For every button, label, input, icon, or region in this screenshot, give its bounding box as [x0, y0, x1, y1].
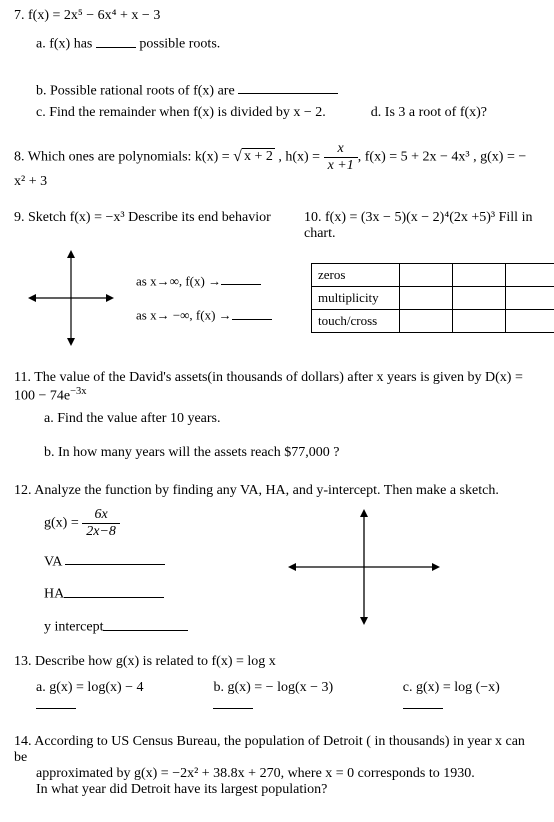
q11-b: b. In how many years will the assets rea…	[44, 445, 540, 461]
q7-stem: 7. f(x) = 2x⁵ − 6x⁴ + x − 3	[14, 8, 540, 24]
cell-label: zeros	[312, 264, 400, 287]
q14-line3: In what year did Detroit have its larges…	[36, 782, 540, 798]
question-7: 7. f(x) = 2x⁵ − 6x⁴ + x − 3 a. f(x) has …	[14, 8, 540, 121]
ha-label: HA	[44, 587, 64, 602]
q13-parts: a. g(x) = log(x) − 4 b. g(x) = − log(x −…	[36, 680, 540, 715]
q13-c-text: c. g(x) = log (−x)	[403, 680, 500, 695]
cell[interactable]	[453, 264, 506, 287]
question-11: 11. The value of the David's assets(in t…	[14, 370, 540, 461]
table-row: touch/cross	[312, 310, 554, 333]
q12-yi: y intercept	[44, 617, 264, 636]
q7-row-ab: a. f(x) has possible roots. b. Possible …	[36, 34, 540, 99]
q13-b-text: b. g(x) = − log(x − 3)	[213, 680, 333, 695]
as2-label: as x→ −∞, f(x) →	[136, 308, 232, 323]
q8-number: 8.	[14, 150, 25, 165]
cell[interactable]	[453, 310, 506, 333]
cell[interactable]	[400, 287, 453, 310]
q12-gx: g(x) = 6x2x−8	[44, 507, 264, 540]
cell-label: multiplicity	[312, 287, 400, 310]
q7-b-text: b. Possible rational roots of f(x) are	[36, 83, 238, 98]
axes-icon	[284, 507, 444, 627]
question-14: 14. According to US Census Bureau, the p…	[14, 734, 540, 798]
blank[interactable]	[232, 307, 272, 320]
cell[interactable]	[400, 264, 453, 287]
va-label: VA	[44, 554, 62, 569]
cell[interactable]	[506, 287, 554, 310]
denominator: x +1	[324, 158, 358, 174]
q7-row-cd: c. Find the remainder when f(x) is divid…	[36, 105, 540, 121]
blank[interactable]	[36, 696, 76, 710]
radicand: x + 2	[242, 148, 275, 165]
blank[interactable]	[221, 273, 261, 286]
q7-a: a. f(x) has possible roots.	[36, 34, 220, 53]
blank[interactable]	[213, 696, 253, 710]
cell[interactable]	[506, 310, 554, 333]
cell-label: touch/cross	[312, 310, 400, 333]
q7-a-pre: a. f(x) has	[36, 37, 96, 52]
fraction: 6x2x−8	[82, 507, 120, 540]
denominator: 2x−8	[82, 524, 120, 540]
question-8: 8. Which ones are polynomials: k(x) = √x…	[14, 141, 540, 190]
cell[interactable]	[506, 264, 554, 287]
q12-body: g(x) = 6x2x−8 VA HA y intercept	[14, 507, 540, 636]
blank[interactable]	[96, 34, 136, 48]
question-13: 13. Describe how g(x) is related to f(x)…	[14, 654, 540, 715]
axes-sketch	[26, 248, 116, 348]
q9-q10-body: as x→∞, f(x) → as x→ −∞, f(x) → zeros mu…	[14, 248, 540, 348]
q11-stem: 11. The value of the David's assets(in t…	[14, 370, 540, 405]
numerator: x	[324, 141, 358, 158]
blank[interactable]	[403, 696, 443, 710]
blank[interactable]	[65, 552, 165, 566]
q9-text: Sketch f(x) = −x³ Describe its end behav…	[25, 210, 271, 225]
q13-a: a. g(x) = log(x) − 4	[36, 680, 183, 715]
q14-line2: approximated by g(x) = −2x² + 38.8x + 27…	[36, 766, 540, 782]
as1-label: as x→∞, f(x) →	[136, 273, 221, 288]
q7-number: 7.	[14, 8, 25, 23]
q13-c: c. g(x) = log (−x)	[403, 680, 540, 715]
q9-end-behavior: as x→∞, f(x) → as x→ −∞, f(x) →	[136, 273, 291, 324]
blank[interactable]	[64, 584, 164, 598]
q9-as2: as x→ −∞, f(x) →	[136, 307, 291, 324]
blank[interactable]	[238, 81, 338, 95]
axes-sketch-large	[284, 507, 444, 627]
q11-text: 11. The value of the David's assets(in t…	[14, 370, 523, 404]
q12-left: g(x) = 6x2x−8 VA HA y intercept	[44, 507, 264, 636]
q7-d: d. Is 3 a root of f(x)?	[371, 105, 487, 121]
numerator: 6x	[82, 507, 120, 524]
q9-number: 9.	[14, 210, 25, 225]
axes-icon	[26, 248, 116, 348]
q13-a-text: a. g(x) = log(x) − 4	[36, 680, 144, 695]
zeros-table: zeros multiplicity touch/cross	[311, 263, 554, 333]
question-9: 9. Sketch f(x) = −x³ Describe its end be…	[14, 210, 284, 226]
table-row: zeros	[312, 264, 554, 287]
q8-t2: , h(x) =	[275, 150, 324, 165]
q10-text: 10. f(x) = (3x − 5)(x − 2)⁴(2x +5)³ Fill…	[304, 210, 540, 242]
question-10: 10. f(x) = (3x − 5)(x − 2)⁴(2x +5)³ Fill…	[304, 210, 540, 242]
q14-line1: 14. According to US Census Bureau, the p…	[14, 734, 540, 766]
cell[interactable]	[400, 310, 453, 333]
q7-c: c. Find the remainder when f(x) is divid…	[36, 105, 326, 121]
gx-label: g(x) =	[44, 516, 82, 531]
cell[interactable]	[453, 287, 506, 310]
yi-label: y intercept	[44, 620, 103, 635]
sqrt-icon: √x + 2	[233, 148, 275, 166]
q11-exp: −3x	[70, 386, 86, 397]
q7-text: f(x) = 2x⁵ − 6x⁴ + x − 3	[25, 8, 161, 23]
question-12: 12. Analyze the function by finding any …	[14, 483, 540, 636]
q13-stem: 13. Describe how g(x) is related to f(x)…	[14, 654, 540, 670]
fraction: xx +1	[324, 141, 358, 174]
q7-b: b. Possible rational roots of f(x) are	[36, 81, 338, 100]
q12-ha: HA	[44, 584, 264, 603]
q9-as1: as x→∞, f(x) →	[136, 273, 291, 290]
q11-a: a. Find the value after 10 years.	[44, 411, 540, 427]
blank[interactable]	[103, 617, 188, 631]
q9-q10-row: 9. Sketch f(x) = −x³ Describe its end be…	[14, 210, 540, 242]
q8-t1: Which ones are polynomials: k(x) =	[25, 150, 234, 165]
q7-a-post: possible roots.	[136, 37, 220, 52]
q12-stem: 12. Analyze the function by finding any …	[14, 483, 540, 499]
q12-va: VA	[44, 552, 264, 571]
q13-b: b. g(x) = − log(x − 3)	[213, 680, 372, 715]
table-row: multiplicity	[312, 287, 554, 310]
q10-table-wrap: zeros multiplicity touch/cross	[311, 263, 554, 333]
